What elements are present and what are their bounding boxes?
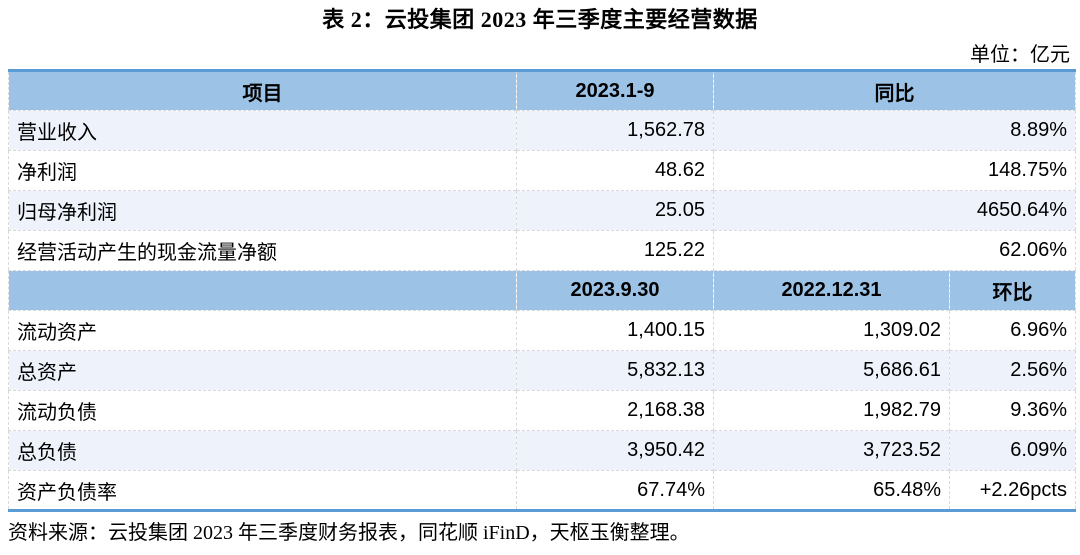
- table-row: 总负债 3,950.42 3,723.52 6.09%: [8, 430, 1076, 471]
- table-title: 表 2：云投集团 2023 年三季度主要经营数据: [322, 7, 758, 32]
- table-row: 经营活动产生的现金流量净额 125.22 62.06%: [8, 230, 1076, 271]
- cell-value-2023: 3,950.42: [516, 430, 714, 471]
- cell-qoq: 2.56%: [949, 350, 1076, 391]
- column-header-date2: 2022.12.31: [713, 270, 950, 311]
- row-label: 总负债: [8, 430, 517, 471]
- table-row: 流动资产 1,400.15 1,309.02 6.96%: [8, 310, 1076, 351]
- cell-qoq: 6.09%: [949, 430, 1076, 471]
- column-header-item-blank: [8, 270, 517, 311]
- cell-qoq: 9.36%: [949, 390, 1076, 431]
- cell-value-2023: 5,832.13: [516, 350, 714, 391]
- row-label: 流动资产: [8, 310, 517, 351]
- column-header-qoq: 环比: [949, 270, 1076, 311]
- row-label: 流动负债: [8, 390, 517, 431]
- column-header-yoy: 同比: [713, 70, 1076, 111]
- section1-header-row: 项目 2023.1-9 同比: [8, 70, 1076, 111]
- cell-yoy: 8.89%: [713, 110, 1076, 151]
- cell-yoy: 62.06%: [713, 230, 1076, 271]
- unit-note: 单位：亿元: [970, 44, 1070, 66]
- table-row: 流动负债 2,168.38 1,982.79 9.36%: [8, 390, 1076, 431]
- financial-data-table: 项目 2023.1-9 同比 营业收入 1,562.78 8.89% 净利润 4…: [8, 69, 1076, 512]
- source-note: 资料来源：云投集团 2023 年三季度财务报表，同花顺 iFinD，天枢玉衡整理…: [8, 522, 690, 544]
- table-row: 资产负债率 67.74% 65.48% +2.26pcts: [8, 470, 1076, 511]
- row-label: 经营活动产生的现金流量净额: [8, 230, 517, 271]
- cell-value: 1,562.78: [516, 110, 714, 151]
- row-label: 总资产: [8, 350, 517, 391]
- cell-value: 48.62: [516, 150, 714, 191]
- row-label: 净利润: [8, 150, 517, 191]
- row-label: 资产负债率: [8, 470, 517, 511]
- cell-value: 25.05: [516, 190, 714, 231]
- cell-value-2023: 1,400.15: [516, 310, 714, 351]
- column-header-date1: 2023.9.30: [516, 270, 714, 311]
- row-label: 营业收入: [8, 110, 517, 151]
- cell-value: 125.22: [516, 230, 714, 271]
- column-header-item: 项目: [8, 70, 517, 111]
- column-header-period: 2023.1-9: [516, 70, 714, 111]
- cell-value-2023: 2,168.38: [516, 390, 714, 431]
- table-row: 归母净利润 25.05 4650.64%: [8, 190, 1076, 231]
- cell-value-2022: 1,309.02: [713, 310, 950, 351]
- cell-value-2022: 5,686.61: [713, 350, 950, 391]
- cell-yoy: 148.75%: [713, 150, 1076, 191]
- cell-value-2022: 65.48%: [713, 470, 950, 511]
- table-row: 净利润 48.62 148.75%: [8, 150, 1076, 191]
- cell-qoq: 6.96%: [949, 310, 1076, 351]
- cell-value-2023: 67.74%: [516, 470, 714, 511]
- cell-qoq: +2.26pcts: [949, 470, 1076, 511]
- cell-value-2022: 3,723.52: [713, 430, 950, 471]
- table-row: 营业收入 1,562.78 8.89%: [8, 110, 1076, 151]
- row-label: 归母净利润: [8, 190, 517, 231]
- section2-header-row: 2023.9.30 2022.12.31 环比: [8, 270, 1076, 311]
- cell-yoy: 4650.64%: [713, 190, 1076, 231]
- table-row: 总资产 5,832.13 5,686.61 2.56%: [8, 350, 1076, 391]
- cell-value-2022: 1,982.79: [713, 390, 950, 431]
